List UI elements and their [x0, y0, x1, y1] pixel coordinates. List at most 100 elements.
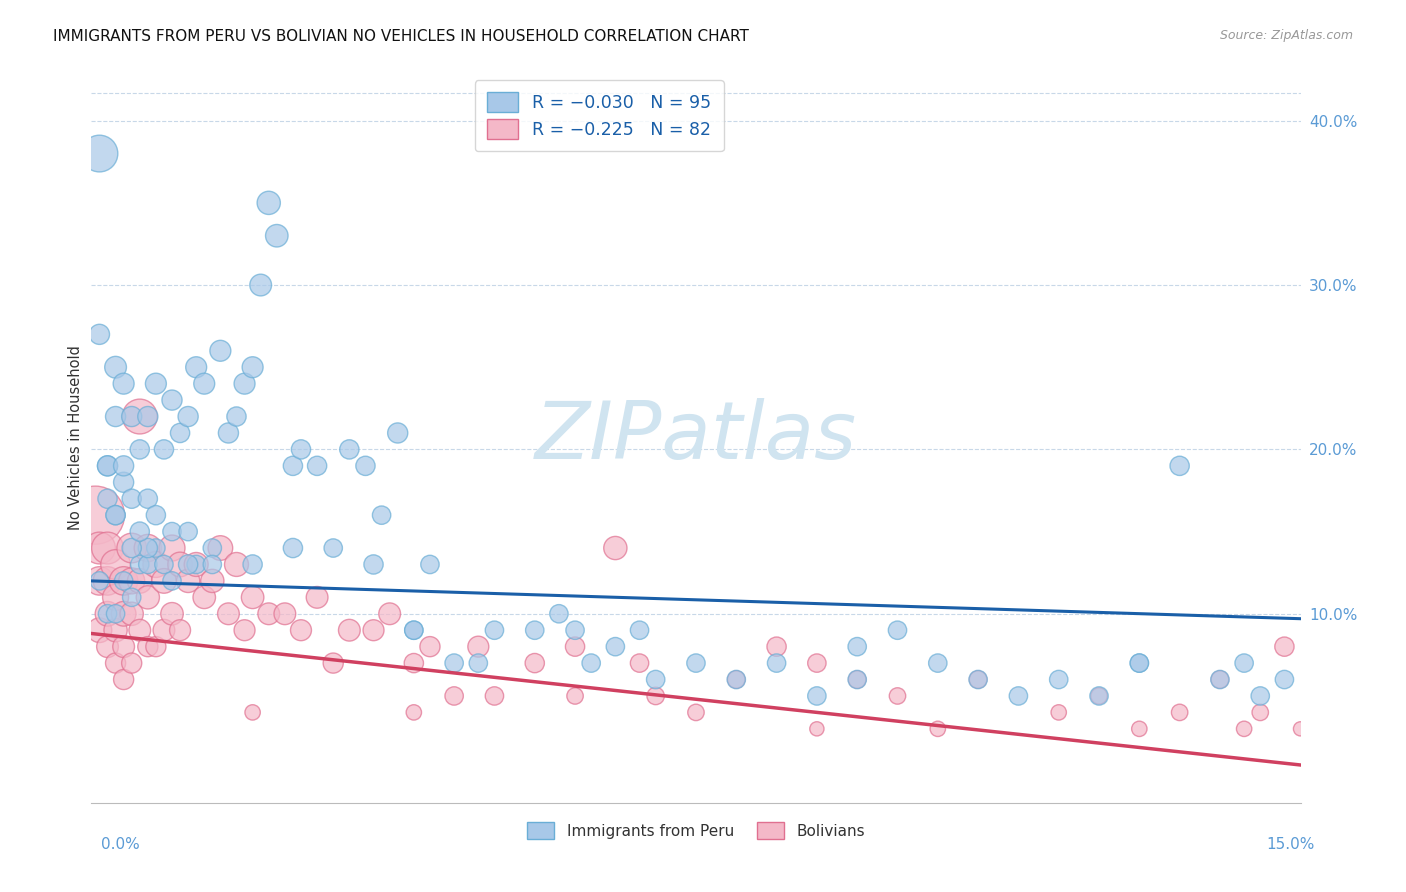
Point	[233, 376, 256, 391]
Point	[121, 607, 143, 621]
Point	[128, 524, 150, 539]
Point	[104, 360, 127, 375]
Point	[685, 706, 707, 720]
Point	[96, 491, 118, 506]
Point	[322, 656, 344, 670]
Point	[217, 607, 239, 621]
Point	[96, 607, 118, 621]
Point	[1233, 722, 1256, 736]
Point	[927, 722, 949, 736]
Point	[564, 640, 586, 654]
Point	[225, 558, 247, 572]
Point	[121, 591, 143, 605]
Point	[523, 656, 546, 670]
Point	[153, 624, 176, 638]
Point	[136, 541, 159, 555]
Point	[337, 624, 360, 638]
Point	[121, 491, 143, 506]
Point	[225, 409, 247, 424]
Point	[96, 458, 118, 473]
Point	[217, 425, 239, 440]
Point	[121, 656, 143, 670]
Point	[242, 706, 264, 720]
Point	[112, 574, 135, 588]
Point	[112, 475, 135, 490]
Point	[153, 442, 176, 457]
Point	[145, 640, 167, 654]
Point	[128, 558, 150, 572]
Point	[136, 591, 159, 605]
Point	[257, 195, 280, 210]
Point	[136, 409, 159, 424]
Point	[1128, 656, 1150, 670]
Point	[84, 508, 107, 523]
Point	[281, 541, 304, 555]
Point	[605, 541, 627, 555]
Point	[201, 541, 224, 555]
Point	[1007, 689, 1029, 703]
Point	[169, 425, 191, 440]
Text: 15.0%: 15.0%	[1267, 838, 1315, 852]
Point	[136, 640, 159, 654]
Point	[644, 673, 666, 687]
Point	[1128, 722, 1150, 736]
Point	[145, 558, 167, 572]
Point	[363, 624, 385, 638]
Point	[1168, 706, 1191, 720]
Point	[89, 624, 111, 638]
Point	[548, 607, 571, 621]
Point	[927, 656, 949, 670]
Point	[337, 442, 360, 457]
Point	[145, 376, 167, 391]
Point	[160, 393, 183, 408]
Point	[1088, 689, 1111, 703]
Point	[177, 524, 200, 539]
Point	[112, 376, 135, 391]
Point	[104, 508, 127, 523]
Point	[1047, 706, 1070, 720]
Point	[1047, 673, 1070, 687]
Point	[628, 656, 651, 670]
Point	[160, 607, 183, 621]
Point	[96, 640, 118, 654]
Text: 0.0%: 0.0%	[101, 838, 141, 852]
Point	[128, 624, 150, 638]
Point	[169, 624, 191, 638]
Point	[96, 574, 118, 588]
Point	[242, 591, 264, 605]
Point	[121, 409, 143, 424]
Point	[1249, 706, 1271, 720]
Point	[605, 640, 627, 654]
Point	[967, 673, 990, 687]
Point	[145, 541, 167, 555]
Point	[177, 574, 200, 588]
Point	[765, 640, 787, 654]
Point	[354, 458, 377, 473]
Point	[419, 558, 441, 572]
Text: ZIPatlas: ZIPatlas	[534, 398, 858, 476]
Point	[145, 508, 167, 523]
Point	[128, 409, 150, 424]
Point	[112, 458, 135, 473]
Point	[402, 656, 425, 670]
Point	[1209, 673, 1232, 687]
Point	[484, 689, 506, 703]
Point	[193, 591, 215, 605]
Point	[290, 624, 312, 638]
Point	[886, 624, 908, 638]
Point	[725, 673, 748, 687]
Point	[419, 640, 441, 654]
Point	[160, 574, 183, 588]
Point	[96, 607, 118, 621]
Point	[89, 574, 111, 588]
Point	[725, 673, 748, 687]
Text: Source: ZipAtlas.com: Source: ZipAtlas.com	[1219, 29, 1353, 42]
Point	[136, 558, 159, 572]
Point	[628, 624, 651, 638]
Point	[96, 541, 118, 555]
Point	[136, 491, 159, 506]
Point	[564, 689, 586, 703]
Point	[112, 607, 135, 621]
Point	[186, 558, 208, 572]
Point	[193, 376, 215, 391]
